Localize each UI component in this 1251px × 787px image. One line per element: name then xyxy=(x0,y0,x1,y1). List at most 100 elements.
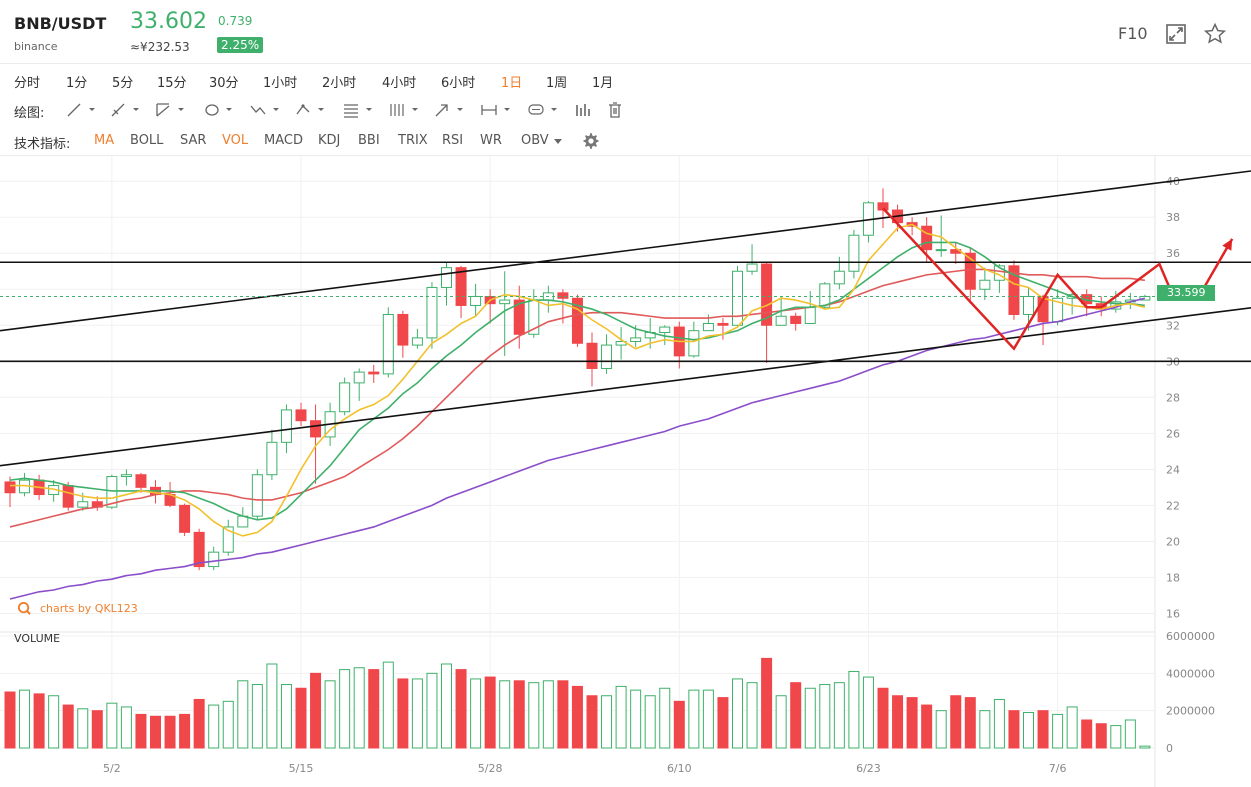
period-tab[interactable]: 1小时 xyxy=(263,76,298,91)
candle-body xyxy=(659,326,671,333)
candle-body xyxy=(266,441,278,476)
expand-icon[interactable] xyxy=(1164,22,1188,46)
indicator-bars-icon[interactable] xyxy=(572,100,606,120)
volume-bar xyxy=(921,704,933,749)
volume-bar xyxy=(877,687,889,749)
volume-bar xyxy=(557,680,569,749)
period-tab[interactable]: 6小时 xyxy=(441,76,476,91)
volume-bar xyxy=(542,680,554,749)
candle-body xyxy=(557,292,569,299)
star-icon[interactable] xyxy=(1203,22,1227,46)
chevron-down-icon[interactable] xyxy=(553,138,563,146)
candle-body xyxy=(179,504,191,533)
candle-body xyxy=(339,382,351,413)
volume-bar xyxy=(848,670,860,749)
volume-bar xyxy=(644,695,656,749)
fibonacci-tool-icon[interactable] xyxy=(293,100,327,120)
ray-tool-icon[interactable] xyxy=(108,100,142,120)
indicator-kdj[interactable]: KDJ xyxy=(318,133,341,148)
period-tab[interactable]: 4小时 xyxy=(382,76,417,91)
price-change: 0.739 xyxy=(218,14,253,28)
trash-icon[interactable] xyxy=(604,100,638,120)
volume-pane-label: VOLUME xyxy=(14,632,61,645)
candle-body xyxy=(120,474,132,478)
volume-bar xyxy=(455,669,467,749)
candle-body xyxy=(368,371,380,375)
volume-tick-label: 6000000 xyxy=(1166,630,1215,643)
period-tab[interactable]: 分时 xyxy=(14,76,41,91)
period-tab[interactable]: 1月 xyxy=(592,76,614,91)
price-chart[interactable]: 4038363432302826242220181660000004000000… xyxy=(0,156,1251,787)
volume-bar xyxy=(353,667,365,749)
indicator-boll[interactable]: BOLL xyxy=(130,133,164,148)
price-tick-label: 38 xyxy=(1166,211,1180,224)
volume-bar xyxy=(48,695,60,749)
channel-tool-icon[interactable] xyxy=(153,100,187,120)
candle-body xyxy=(921,225,933,251)
period-selector: 分时 1分 5分 15分 30分 1小时 2小时 4小时 6小时 1日 1周 1… xyxy=(0,68,1251,94)
indicator-trix[interactable]: TRIX xyxy=(398,133,428,148)
volume-bar xyxy=(62,704,74,749)
volume-bar xyxy=(1008,710,1020,749)
indicator-macd[interactable]: MACD xyxy=(264,133,303,148)
period-tab[interactable]: 15分 xyxy=(157,76,187,91)
change-percent-badge: 2.25% xyxy=(217,37,264,53)
indicator-obv[interactable]: OBV xyxy=(521,133,549,148)
volume-bar xyxy=(746,682,758,749)
price-tick-label: 20 xyxy=(1166,535,1180,548)
price-tick-label: 32 xyxy=(1166,319,1180,332)
candle-body xyxy=(702,322,714,332)
f10-button[interactable]: F10 xyxy=(1118,24,1148,43)
shape-tool-icon[interactable] xyxy=(201,100,235,120)
period-tab[interactable]: 5分 xyxy=(112,76,134,91)
volume-bar xyxy=(368,669,380,749)
line-tool-icon[interactable] xyxy=(64,100,98,120)
candle-body xyxy=(4,481,16,494)
volume-bar xyxy=(499,680,511,749)
volume-bar xyxy=(120,706,132,749)
indicator-vol[interactable]: VOL xyxy=(222,133,249,148)
period-tab[interactable]: 2小时 xyxy=(322,76,357,91)
period-tab-active[interactable]: 1日 xyxy=(501,76,523,91)
indicator-wr[interactable]: WR xyxy=(480,133,502,148)
indicator-sar[interactable]: SAR xyxy=(180,133,207,148)
gear-icon[interactable] xyxy=(582,132,600,150)
pattern-tool-icon[interactable] xyxy=(248,100,282,120)
candle-body xyxy=(688,330,700,357)
volume-tick-label: 4000000 xyxy=(1166,667,1215,680)
exchange-name: binance xyxy=(14,40,58,53)
volume-bar xyxy=(426,672,438,749)
candle-body xyxy=(310,420,322,438)
candle-body xyxy=(935,249,947,252)
indicator-ma[interactable]: MA xyxy=(94,133,115,148)
candle-body xyxy=(732,270,743,326)
period-tab[interactable]: 1周 xyxy=(546,76,568,91)
period-tab[interactable]: 1分 xyxy=(66,76,88,91)
candle-body xyxy=(819,283,831,308)
arrow-tool-icon[interactable] xyxy=(432,100,466,120)
candle-body xyxy=(193,531,205,568)
indicator-bbi[interactable]: BBI xyxy=(358,133,380,148)
date-tick-label: 7/6 xyxy=(1049,762,1067,775)
pair-name: BNB/USDT xyxy=(14,14,107,33)
volume-bar xyxy=(251,684,263,749)
volume-bar xyxy=(892,695,904,749)
gann-tool-icon[interactable] xyxy=(341,100,375,120)
volume-bar xyxy=(164,715,176,749)
indicator-rsi[interactable]: RSI xyxy=(442,133,464,148)
volume-bar xyxy=(150,715,161,749)
ma5-line xyxy=(10,223,1146,537)
volume-bar xyxy=(732,678,743,749)
volume-bar xyxy=(91,710,103,749)
measure-tool-icon[interactable] xyxy=(479,100,513,120)
ma20-line xyxy=(9,268,1145,528)
volume-bar xyxy=(1023,712,1034,749)
date-tick-label: 5/2 xyxy=(103,762,121,775)
candle-body xyxy=(1008,265,1020,315)
candle-body xyxy=(77,501,89,508)
period-tab[interactable]: 30分 xyxy=(209,76,239,91)
text-tool-icon[interactable] xyxy=(526,100,560,120)
price-tick-label: 22 xyxy=(1166,499,1180,512)
candle-body xyxy=(135,474,147,488)
bars-pattern-icon[interactable] xyxy=(387,100,421,120)
